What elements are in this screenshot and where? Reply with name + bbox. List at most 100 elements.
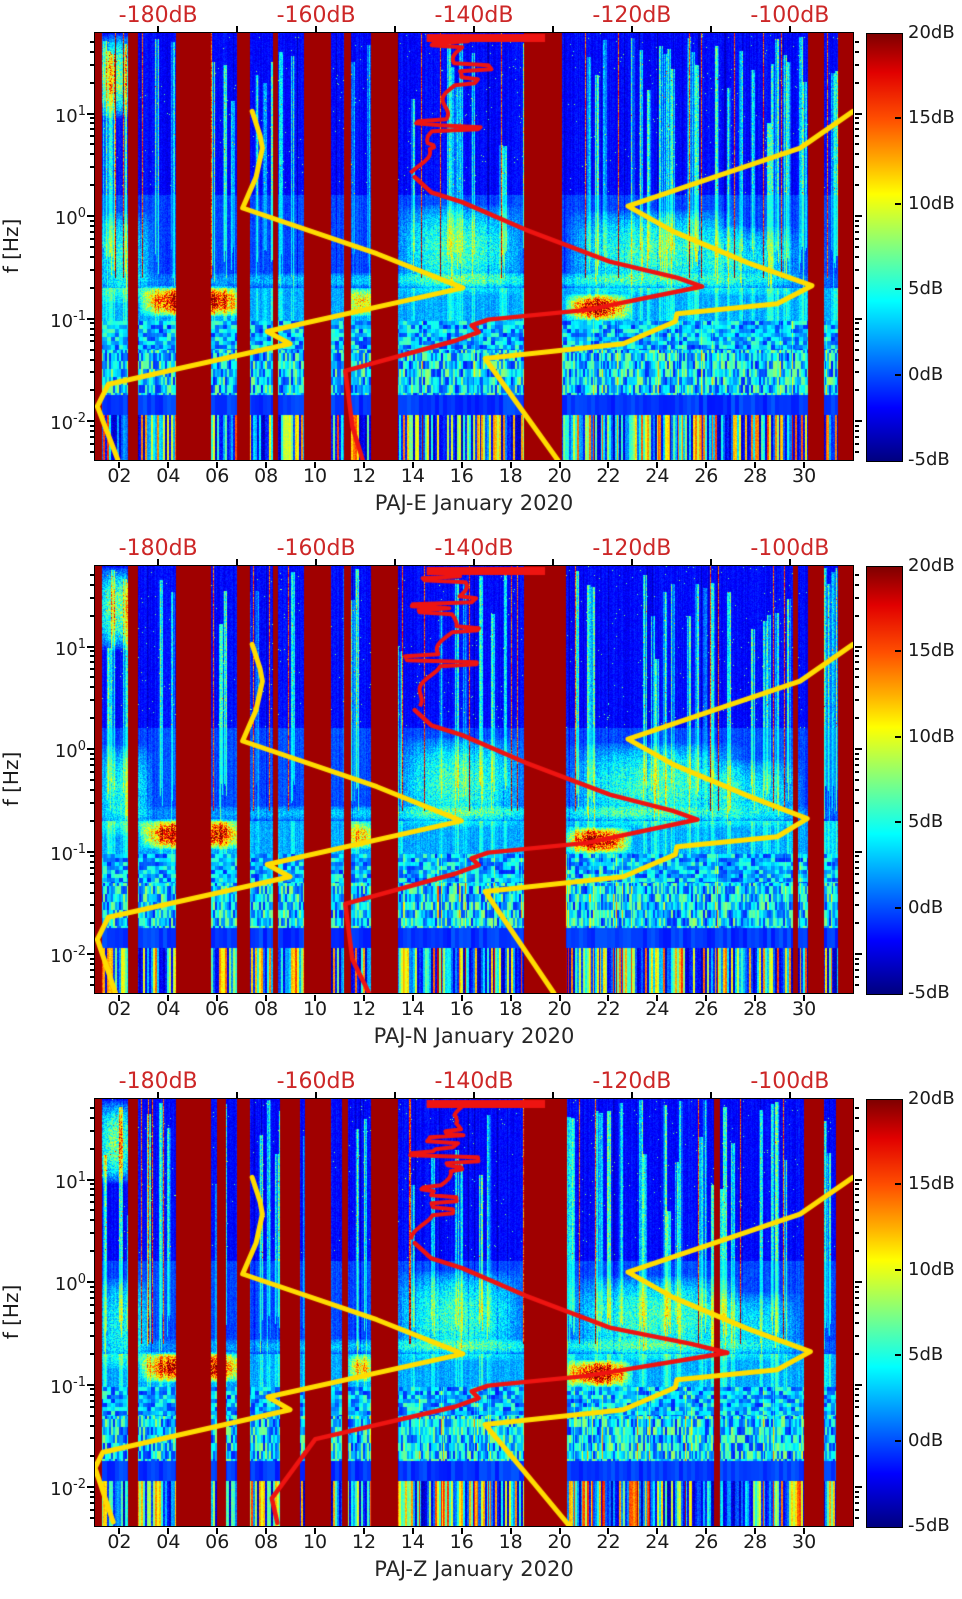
y-axis-tick-right	[855, 1517, 859, 1520]
y-axis-tick	[90, 1334, 94, 1337]
x-tick-label: 12	[351, 465, 377, 487]
colorbar-tick	[895, 1439, 901, 1442]
top-axis-db-label: -180dB	[118, 3, 198, 28]
y-axis-tick	[90, 922, 94, 925]
y-axis-tick-right	[855, 904, 859, 907]
y-axis-tick-right	[855, 984, 859, 987]
y-axis-tick	[90, 348, 94, 351]
top-axis-db-label: -140dB	[434, 536, 514, 561]
y-axis-tick-right	[855, 1285, 859, 1288]
x-tick-label: 22	[596, 465, 621, 487]
y-axis-tick	[90, 1517, 94, 1520]
top-axis-tick	[551, 26, 554, 33]
x-tick-label: 24	[645, 465, 670, 487]
y-axis-tick-right	[855, 1399, 859, 1402]
x-tick-label: 14	[400, 1531, 425, 1553]
x-tick-label: 14	[400, 465, 425, 487]
colorbar-tick-label: 15dB	[908, 640, 955, 662]
x-tick-label: 28	[743, 998, 768, 1020]
x-tick-label: 14	[400, 998, 425, 1020]
x-tick-label: 10	[302, 998, 328, 1020]
y-axis-tick	[90, 1201, 94, 1204]
y-axis-tick-right	[855, 1129, 859, 1132]
spectrogram-canvas	[95, 566, 853, 993]
y-axis-tick	[90, 963, 94, 966]
plot-title: PAJ-E January 2020	[374, 491, 574, 515]
y-axis-tick-right	[855, 1388, 859, 1391]
top-axis-tick	[236, 26, 239, 33]
y-axis-tick-right	[855, 371, 859, 374]
colorbar-tick-label: 10dB	[908, 1258, 955, 1280]
x-tick-label: 02	[107, 1531, 132, 1553]
y-axis-tick-right	[855, 1106, 859, 1109]
x-axis-tick	[167, 1528, 170, 1534]
y-axis-tick-right	[855, 128, 859, 131]
colorbar-tick	[895, 288, 901, 291]
x-axis-tick	[362, 995, 365, 1001]
y-axis-tick-right	[855, 63, 859, 66]
x-tick-label: 16	[449, 998, 474, 1020]
y-axis-tick-right	[855, 268, 859, 271]
x-axis-tick	[216, 995, 219, 1001]
y-axis-tick-right	[855, 1147, 859, 1150]
y-axis-tick	[90, 1424, 94, 1427]
x-axis-tick	[265, 995, 268, 1001]
y-axis-tick-right	[855, 1209, 859, 1212]
y-axis-tick-right	[855, 1437, 859, 1440]
top-axis-db-label: -140dB	[434, 1069, 514, 1094]
y-axis-tick	[90, 81, 94, 84]
y-axis-tick-right	[855, 1491, 859, 1494]
x-axis-tick	[558, 995, 561, 1001]
y-tick-exponent: -1	[73, 1374, 86, 1390]
y-axis-tick-right	[855, 1232, 859, 1235]
x-tick-label: 02	[107, 998, 132, 1020]
y-axis-tick-right	[855, 1201, 859, 1204]
y-axis-tick-right	[855, 225, 859, 228]
y-axis-tick-right	[855, 891, 859, 894]
y-axis-tick-right	[855, 1281, 862, 1284]
x-tick-label: 12	[351, 1531, 377, 1553]
x-axis-tick	[705, 462, 708, 468]
colorbar-tick	[895, 1268, 901, 1271]
y-axis-tick	[90, 63, 94, 66]
x-axis-tick	[314, 995, 317, 1001]
y-axis-tick	[90, 764, 94, 766]
x-tick-label: 20	[547, 1531, 572, 1553]
y-axis-tick	[90, 1129, 94, 1132]
top-axis-db-label: -140dB	[434, 3, 514, 28]
y-axis-tick-right	[855, 166, 859, 169]
y-tick-exponent: -2	[73, 944, 86, 960]
x-tick-label: 06	[205, 998, 230, 1020]
y-tick-label: 10-2	[50, 1477, 86, 1501]
y-axis-tick-right	[855, 1183, 859, 1186]
y-axis-tick	[90, 1437, 94, 1440]
y-axis-tick	[90, 686, 94, 689]
y-axis-tick	[90, 855, 94, 858]
y-axis-tick	[90, 1496, 94, 1499]
x-tick-label: 08	[254, 1531, 279, 1553]
top-axis-tick	[551, 1092, 554, 1099]
colorbar-tick	[895, 650, 901, 653]
y-axis-tick	[90, 583, 94, 586]
top-axis-tick	[709, 559, 712, 566]
top-axis-tick	[157, 26, 160, 33]
y-axis-tick	[90, 231, 94, 233]
y-axis-tick	[87, 420, 94, 423]
y-axis-tick	[90, 430, 94, 433]
y-axis-tick-right	[855, 969, 859, 972]
y-axis-tick	[90, 327, 94, 330]
y-axis-tick	[90, 770, 94, 773]
y-axis-tick-right	[855, 1297, 859, 1299]
y-axis-tick-right	[855, 81, 859, 84]
x-axis-tick	[411, 1528, 414, 1534]
y-axis-tick	[90, 322, 94, 325]
y-axis-tick	[87, 1486, 94, 1489]
x-tick-label: 18	[498, 1531, 523, 1553]
top-axis-tick	[394, 1092, 397, 1099]
colorbar-tick-label: 0dB	[908, 363, 944, 385]
y-tick-label: 10-1	[50, 1374, 86, 1398]
y-axis-tick-right	[855, 881, 859, 884]
y-axis-tick-right	[855, 850, 862, 853]
plot-title: PAJ-Z January 2020	[374, 1557, 574, 1581]
top-axis-tick	[709, 1092, 712, 1099]
